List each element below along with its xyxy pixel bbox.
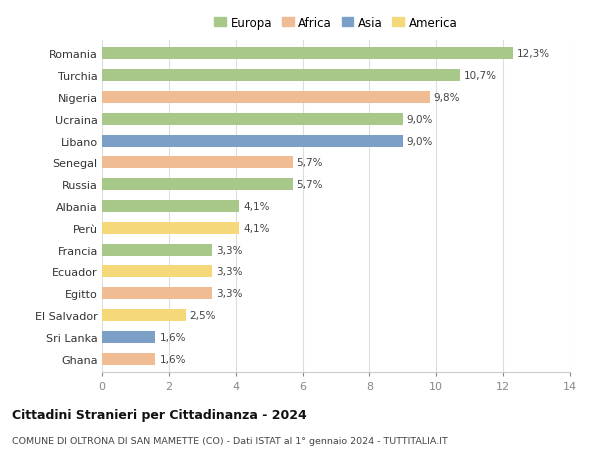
Bar	[102, 331, 155, 343]
Text: COMUNE DI OLTRONA DI SAN MAMETTE (CO) - Dati ISTAT al 1° gennaio 2024 - TUTTITAL: COMUNE DI OLTRONA DI SAN MAMETTE (CO) - …	[12, 436, 448, 445]
Bar	[102, 113, 403, 126]
Bar	[102, 287, 212, 299]
Text: 9,0%: 9,0%	[407, 115, 433, 124]
Text: 9,0%: 9,0%	[407, 136, 433, 146]
Bar	[102, 201, 239, 213]
Text: 3,3%: 3,3%	[217, 289, 243, 298]
Text: Cittadini Stranieri per Cittadinanza - 2024: Cittadini Stranieri per Cittadinanza - 2…	[12, 409, 307, 421]
Bar	[102, 92, 430, 104]
Text: 9,8%: 9,8%	[434, 93, 460, 103]
Bar	[102, 70, 460, 82]
Text: 2,5%: 2,5%	[190, 310, 216, 320]
Text: 10,7%: 10,7%	[464, 71, 497, 81]
Bar	[102, 135, 403, 147]
Bar	[102, 244, 212, 256]
Bar	[102, 48, 513, 60]
Bar	[102, 309, 185, 321]
Text: 3,3%: 3,3%	[217, 267, 243, 277]
Bar	[102, 157, 293, 169]
Bar	[102, 222, 239, 234]
Text: 1,6%: 1,6%	[160, 354, 186, 364]
Bar	[102, 353, 155, 365]
Text: 1,6%: 1,6%	[160, 332, 186, 342]
Text: 3,3%: 3,3%	[217, 245, 243, 255]
Text: 12,3%: 12,3%	[517, 50, 550, 59]
Text: 4,1%: 4,1%	[243, 202, 269, 212]
Bar	[102, 266, 212, 278]
Legend: Europa, Africa, Asia, America: Europa, Africa, Asia, America	[212, 14, 460, 32]
Text: 4,1%: 4,1%	[243, 223, 269, 233]
Text: 5,7%: 5,7%	[296, 158, 323, 168]
Bar	[102, 179, 293, 191]
Text: 5,7%: 5,7%	[296, 180, 323, 190]
